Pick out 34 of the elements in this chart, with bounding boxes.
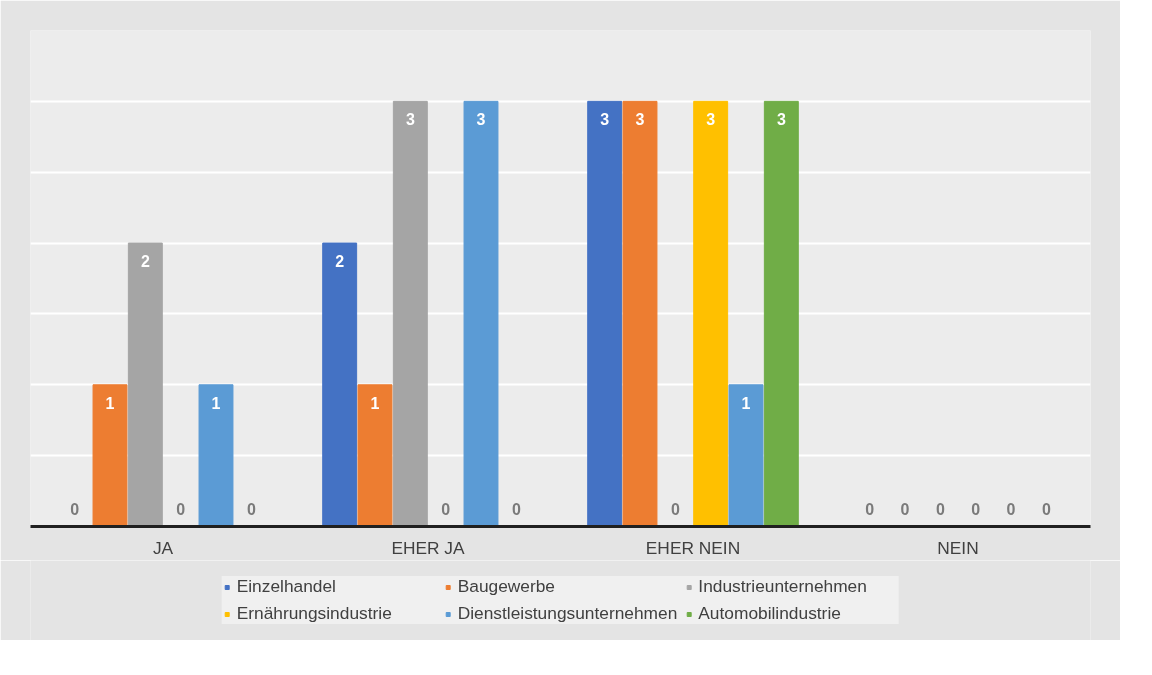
data-label: 0 <box>900 500 910 518</box>
x-tick-label: EHER JA <box>391 537 466 558</box>
data-label: 1 <box>211 394 221 412</box>
data-label: 0 <box>1006 500 1016 518</box>
legend-label: Automobilindustrie <box>698 603 842 624</box>
data-label: 2 <box>335 253 345 271</box>
data-label: 3 <box>706 111 716 129</box>
data-label: 3 <box>476 111 486 129</box>
data-label: 0 <box>971 500 981 518</box>
x-tick-label: EHER NEIN <box>645 537 741 558</box>
x-tick-label: NEIN <box>937 537 979 558</box>
data-label: 0 <box>1041 500 1051 518</box>
data-label: 0 <box>246 500 256 518</box>
legend-label: Einzelhandel <box>236 576 337 597</box>
data-label: 0 <box>865 500 875 518</box>
data-label: 3 <box>776 111 786 129</box>
data-label: 3 <box>405 111 415 129</box>
data-label: 0 <box>511 500 521 518</box>
x-tick-label: JA <box>152 537 174 558</box>
legend-label: Industrieunternehmen <box>698 576 868 597</box>
data-label: 1 <box>105 394 115 412</box>
legend-label: Ernährungsindustrie <box>236 603 393 624</box>
data-label: 0 <box>176 500 186 518</box>
data-label: 0 <box>935 500 945 518</box>
legend-label: Baugewerbe <box>457 576 556 597</box>
data-label: 0 <box>441 500 451 518</box>
data-label: 3 <box>635 111 645 129</box>
data-label: 1 <box>741 394 751 412</box>
data-label: 1 <box>370 394 380 412</box>
data-label: 3 <box>600 111 610 129</box>
data-label: 0 <box>70 500 80 518</box>
legend-label: Dienstleistungsunternehmen <box>457 603 678 624</box>
data-label: 0 <box>670 500 680 518</box>
data-label: 2 <box>140 253 150 271</box>
